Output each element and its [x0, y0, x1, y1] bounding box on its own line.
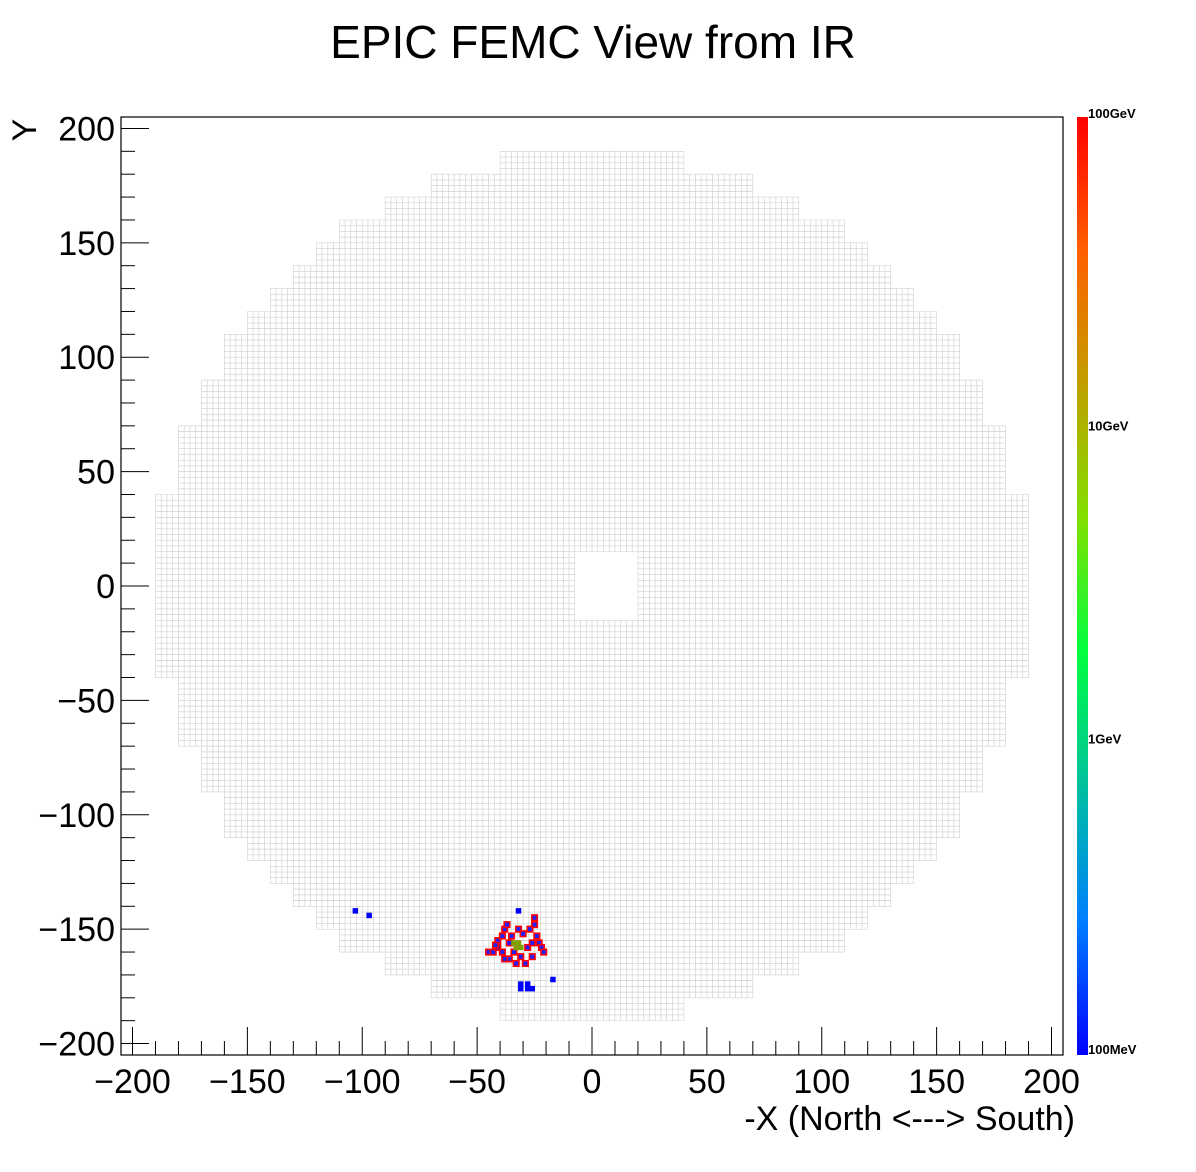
detector-cell-grid [155, 151, 1029, 1022]
x-tick-label: −50 [448, 1063, 506, 1101]
hit-red [501, 955, 509, 963]
hit-red [517, 953, 525, 961]
x-tick-label: 0 [583, 1063, 602, 1101]
y-tick-label: 50 [77, 454, 115, 492]
y-tick-label: 200 [58, 110, 115, 148]
hit-green [511, 940, 517, 946]
hit-red [524, 943, 532, 952]
y-tick-label: −150 [38, 911, 115, 949]
y-axis: 200 150 100 50 0 −50 −100 −150 −200 [38, 110, 149, 1064]
hit-red [498, 932, 506, 940]
hit-green [518, 944, 524, 951]
hit-green [515, 940, 522, 946]
hit-blue [515, 908, 522, 914]
hit-blue [352, 908, 359, 914]
palette-bar [1077, 117, 1088, 1055]
palette-label: 10GeV [1088, 419, 1129, 434]
hit-red [503, 921, 511, 929]
x-axis: −200 −150 −100 −50 0 50 100 150 200 [94, 1027, 1080, 1101]
palette-label: 1GeV [1088, 731, 1122, 746]
hit-red [498, 948, 506, 956]
hit-red [512, 959, 520, 968]
hit-red [514, 925, 523, 933]
x-tick-label: −150 [209, 1063, 286, 1101]
y-tick-label: −100 [38, 797, 115, 835]
hit-red [533, 932, 541, 940]
hit-blue [366, 912, 372, 919]
y-axis-label: Y [6, 119, 44, 142]
palette-label: 100MeV [1088, 1042, 1137, 1057]
hit-blue [529, 985, 536, 992]
x-tick-label: 150 [908, 1063, 965, 1101]
hit-red [540, 948, 548, 956]
hit-blue [518, 981, 524, 987]
hit-red [526, 925, 534, 933]
hit-markers [352, 908, 556, 992]
hit-red [519, 930, 527, 938]
hit-green [513, 944, 519, 951]
y-tick-label: −50 [57, 682, 115, 720]
x-tick-label: −100 [324, 1063, 401, 1101]
hit-red [491, 941, 500, 949]
chart-title: EPIC FEMC View from IR [330, 16, 856, 68]
hit-blue [518, 985, 524, 992]
hit-red [531, 921, 539, 929]
x-axis-label: -X (North <---> South) [744, 1100, 1075, 1138]
y-tick-label: 150 [58, 225, 115, 263]
y-tick-label: 0 [96, 568, 115, 606]
hit-blue [524, 985, 531, 992]
hit-red [528, 953, 536, 961]
x-tick-label: 100 [793, 1063, 850, 1101]
hit-red [531, 914, 539, 922]
x-tick-label: −200 [94, 1063, 171, 1101]
hit-red [521, 959, 529, 968]
hit-blue [550, 976, 556, 983]
detector-cells [155, 151, 1029, 1022]
hit-red [508, 932, 516, 940]
x-tick-label: 50 [688, 1063, 726, 1101]
hit-red [528, 939, 536, 947]
palette-label: 100GeV [1088, 106, 1136, 121]
x-tick-label: 200 [1023, 1063, 1080, 1101]
y-tick-label: −200 [38, 1026, 115, 1064]
y-tick-label: 100 [58, 339, 115, 377]
hit-red [489, 948, 497, 956]
hit-blue [524, 981, 531, 987]
color-palette: 100GeV 10GeV 1GeV 100MeV [1077, 106, 1137, 1057]
